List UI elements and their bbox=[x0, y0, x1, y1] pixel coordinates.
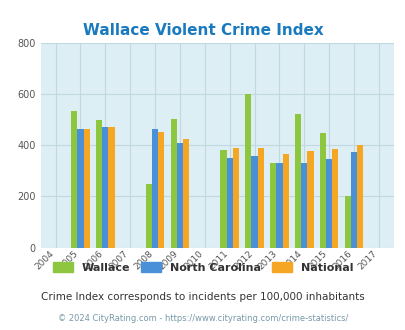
Bar bbox=[183, 139, 189, 248]
Text: Crime Index corresponds to incidents per 100,000 inhabitants: Crime Index corresponds to incidents per… bbox=[41, 292, 364, 302]
Bar bbox=[83, 129, 90, 248]
Bar bbox=[158, 132, 164, 248]
Legend: Wallace, North Carolina, National: Wallace, North Carolina, National bbox=[48, 257, 357, 277]
Bar bbox=[301, 163, 307, 248]
Bar bbox=[276, 163, 282, 248]
Bar bbox=[257, 148, 263, 248]
Bar bbox=[331, 149, 338, 248]
Bar bbox=[356, 145, 362, 248]
Bar bbox=[344, 196, 350, 248]
Text: © 2024 CityRating.com - https://www.cityrating.com/crime-statistics/: © 2024 CityRating.com - https://www.city… bbox=[58, 314, 347, 323]
Bar bbox=[251, 156, 257, 248]
Bar bbox=[151, 129, 158, 248]
Bar bbox=[350, 152, 356, 248]
Bar bbox=[102, 127, 108, 248]
Bar bbox=[176, 143, 183, 248]
Bar bbox=[325, 159, 331, 248]
Bar bbox=[71, 111, 77, 248]
Bar bbox=[294, 114, 301, 248]
Bar bbox=[220, 150, 226, 248]
Bar bbox=[96, 120, 102, 248]
Bar bbox=[282, 154, 288, 248]
Bar bbox=[226, 158, 232, 248]
Bar bbox=[319, 133, 325, 248]
Bar bbox=[77, 129, 83, 248]
Bar bbox=[269, 163, 276, 248]
Bar bbox=[232, 148, 239, 248]
Text: Wallace Violent Crime Index: Wallace Violent Crime Index bbox=[83, 23, 322, 38]
Bar bbox=[245, 93, 251, 248]
Bar bbox=[108, 127, 114, 248]
Bar bbox=[307, 151, 313, 248]
Bar bbox=[145, 184, 151, 248]
Bar bbox=[170, 119, 176, 248]
